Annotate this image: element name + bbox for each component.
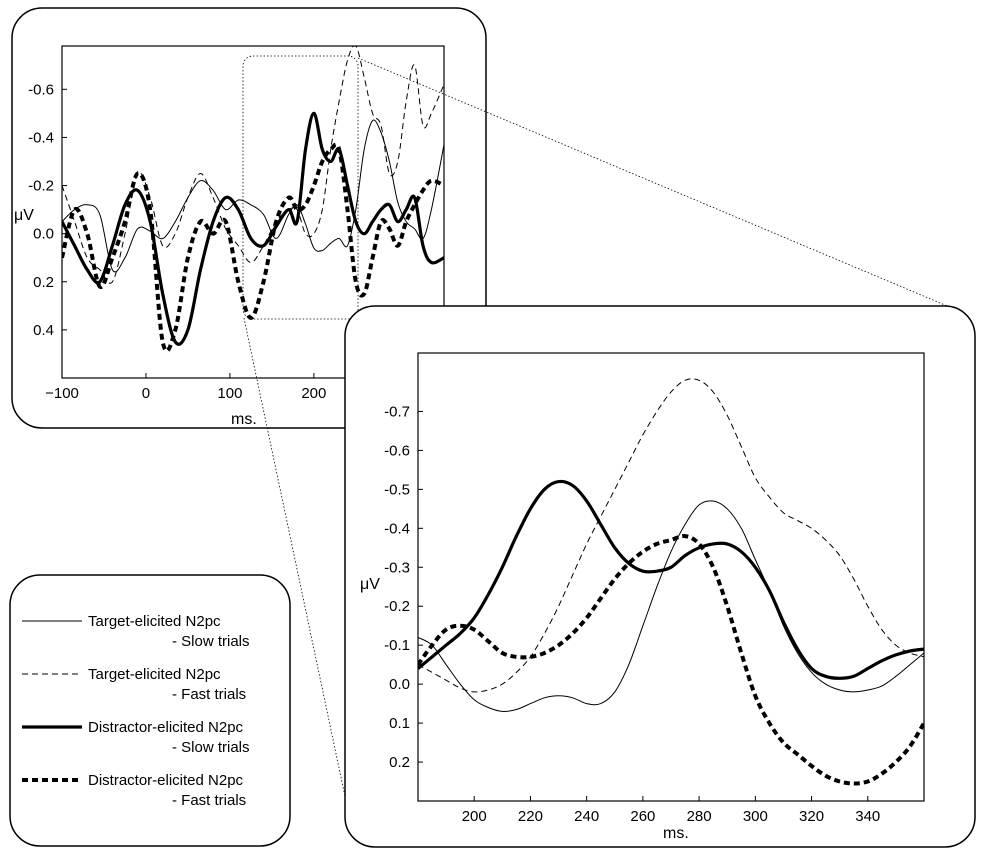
overview-plot: -0.6-0.4-0.20.00.20.4 −1000100200300 μV … [14, 45, 445, 428]
zoom-ylabel: μV [360, 576, 380, 593]
legend-sublabel: - Slow trials [172, 633, 250, 650]
xtick-label: 220 [518, 808, 543, 825]
ytick-label: 0.2 [389, 754, 410, 771]
legend-label: Target-elicited N2pc [88, 666, 221, 683]
zoom-region-box [242, 55, 359, 320]
legend-sublabel: - Fast trials [172, 686, 246, 703]
ytick-label: -0.2 [384, 598, 410, 615]
xtick-label: 300 [743, 808, 768, 825]
overview-ylabel: μV [14, 207, 34, 224]
zoom-panel-frame [344, 305, 976, 848]
ytick-label: 0.2 [33, 274, 54, 291]
series-line-3 [418, 479, 924, 680]
xtick-label: 260 [630, 808, 655, 825]
series-line-4 [418, 534, 924, 786]
legend: Target-elicited N2pc - Slow trials Target-… [22, 613, 250, 809]
zoom-connector-bottom [243, 317, 351, 821]
overview-xlabel: ms. [231, 411, 257, 428]
xtick-label: 340 [855, 808, 880, 825]
series-line-3 [62, 111, 444, 346]
legend-panel [9, 574, 291, 847]
ytick-label: 0.0 [389, 676, 410, 693]
xtick-label: 0 [142, 385, 150, 402]
series-line-1 [62, 119, 444, 273]
legend-sublabel: - Slow trials [172, 739, 250, 756]
ytick-label: -0.1 [384, 637, 410, 654]
series-line-4 [62, 142, 444, 353]
ytick-label: 0.0 [33, 226, 54, 243]
ytick-label: 0.4 [33, 322, 54, 339]
ytick-label: -0.7 [384, 403, 410, 420]
xtick-label: 200 [462, 808, 487, 825]
zoom-plot-frame [417, 352, 925, 802]
xtick-label: −100 [45, 385, 79, 402]
ytick-label: -0.2 [28, 178, 54, 195]
ytick-label: -0.3 [384, 559, 410, 576]
xtick-label: 320 [799, 808, 824, 825]
legend-label: Distractor-elicited N2pc [88, 772, 244, 789]
ytick-label: -0.5 [384, 481, 410, 498]
series-line-1 [418, 500, 924, 712]
series-line-2 [418, 378, 924, 693]
zoom-connector-top [357, 57, 953, 309]
xtick-label: 280 [687, 808, 712, 825]
xtick-label: 200 [301, 385, 326, 402]
xtick-label: 100 [217, 385, 242, 402]
zoom-xlabel: ms. [663, 825, 689, 842]
ytick-label: -0.6 [28, 81, 54, 98]
ytick-label: -0.4 [384, 520, 410, 537]
ytick-label: 0.1 [389, 715, 410, 732]
legend-sublabel: - Fast trials [172, 792, 246, 809]
legend-label: Distractor-elicited N2pc [88, 719, 244, 736]
legend-label: Target-elicited N2pc [88, 613, 221, 630]
xtick-label: 240 [574, 808, 599, 825]
ytick-label: -0.6 [384, 442, 410, 459]
overview-plot-frame [61, 45, 445, 379]
ytick-label: -0.4 [28, 129, 54, 146]
zoom-plot: -0.7 -0.6 -0.5 -0.4 -0.3 -0.2 -0.1 0.0 0.1 0.2 20… [360, 352, 925, 842]
